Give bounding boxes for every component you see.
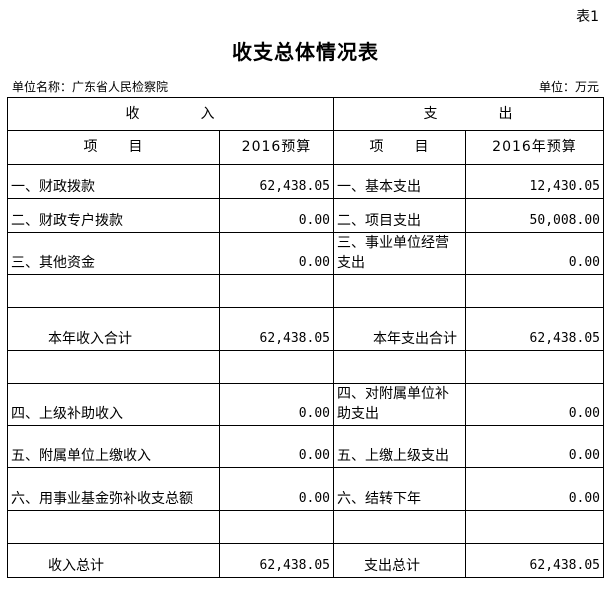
income-value: 62,438.05 — [219, 543, 334, 578]
expense-item: 三、事业单位经营支出 — [333, 232, 466, 275]
expense-item — [333, 510, 466, 544]
table-row: 六、用事业基金弥补收支总额 0.00 六、结转下年 0.00 — [7, 467, 604, 511]
income-budget-header: 2016预算 — [219, 130, 334, 165]
expense-value: 50,008.00 — [465, 198, 604, 233]
income-value: 0.00 — [219, 198, 334, 233]
income-value — [219, 274, 334, 308]
table-row: 三、其他资金 0.00 三、事业单位经营支出 0.00 — [7, 232, 604, 275]
expense-value: 62,438.05 — [465, 307, 604, 351]
expense-item: 支出总计 — [333, 543, 466, 578]
expense-value: 0.00 — [465, 467, 604, 511]
table-row: 一、财政拨款 62,438.05 一、基本支出 12,430.05 — [7, 164, 604, 199]
expense-item: 二、项目支出 — [333, 198, 466, 233]
income-item: 收入总计 — [7, 543, 220, 578]
expense-item — [333, 274, 466, 308]
income-item: 五、附属单位上缴收入 — [7, 425, 220, 468]
budget-table: 收 入 支 出 项 目 2016预算 项 目 2016年预算 一、财政拨款 62,… — [7, 97, 604, 578]
header-row-sections: 收 入 支 出 — [7, 97, 604, 131]
page-title: 收支总体情况表 — [232, 40, 379, 64]
income-item: 六、用事业基金弥补收支总额 — [7, 467, 220, 511]
table-row: 四、上级补助收入 0.00 四、对附属单位补助支出 0.00 — [7, 383, 604, 426]
expense-item-header: 项 目 — [333, 130, 466, 165]
unit-name: 单位名称：广东省人民检察院 — [12, 80, 169, 94]
income-item: 四、上级补助收入 — [7, 383, 220, 426]
expense-value: 62,438.05 — [465, 543, 604, 578]
income-value: 0.00 — [219, 232, 334, 275]
income-value: 0.00 — [219, 467, 334, 511]
income-value: 0.00 — [219, 383, 334, 426]
expense-item: 五、上缴上级支出 — [333, 425, 466, 468]
expense-item: 六、结转下年 — [333, 467, 466, 511]
income-item — [7, 274, 220, 308]
income-value: 0.00 — [219, 425, 334, 468]
expense-item: 本年支出合计 — [333, 307, 466, 351]
table-row: 二、财政专户拨款 0.00 二、项目支出 50,008.00 — [7, 198, 604, 233]
expense-budget-header: 2016年预算 — [465, 130, 604, 165]
table-row — [7, 274, 604, 308]
expense-value: 0.00 — [465, 383, 604, 426]
expense-value — [465, 510, 604, 544]
income-header: 收 入 — [7, 97, 334, 131]
income-item — [7, 510, 220, 544]
table-row — [7, 350, 604, 384]
income-item: 一、财政拨款 — [7, 164, 220, 199]
header-row-columns: 项 目 2016预算 项 目 2016年预算 — [7, 130, 604, 165]
expense-value — [465, 274, 604, 308]
income-item-header: 项 目 — [7, 130, 220, 165]
income-value: 62,438.05 — [219, 307, 334, 351]
expense-value: 0.00 — [465, 232, 604, 275]
table-row: 五、附属单位上缴收入 0.00 五、上缴上级支出 0.00 — [7, 425, 604, 468]
table-row: 本年收入合计 62,438.05 本年支出合计 62,438.05 — [7, 307, 604, 351]
expense-item — [333, 350, 466, 384]
income-item: 二、财政专户拨款 — [7, 198, 220, 233]
expense-item: 四、对附属单位补助支出 — [333, 383, 466, 426]
table-number: 表1 — [576, 9, 599, 25]
income-item — [7, 350, 220, 384]
expense-value: 12,430.05 — [465, 164, 604, 199]
income-value — [219, 350, 334, 384]
table-row — [7, 510, 604, 544]
income-value — [219, 510, 334, 544]
expense-item: 一、基本支出 — [333, 164, 466, 199]
income-value: 62,438.05 — [219, 164, 334, 199]
table-row: 收入总计 62,438.05 支出总计 62,438.05 — [7, 543, 604, 578]
income-item: 本年收入合计 — [7, 307, 220, 351]
expense-value: 0.00 — [465, 425, 604, 468]
expense-header: 支 出 — [333, 97, 604, 131]
currency-unit: 单位：万元 — [538, 80, 599, 94]
income-item: 三、其他资金 — [7, 232, 220, 275]
expense-value — [465, 350, 604, 384]
